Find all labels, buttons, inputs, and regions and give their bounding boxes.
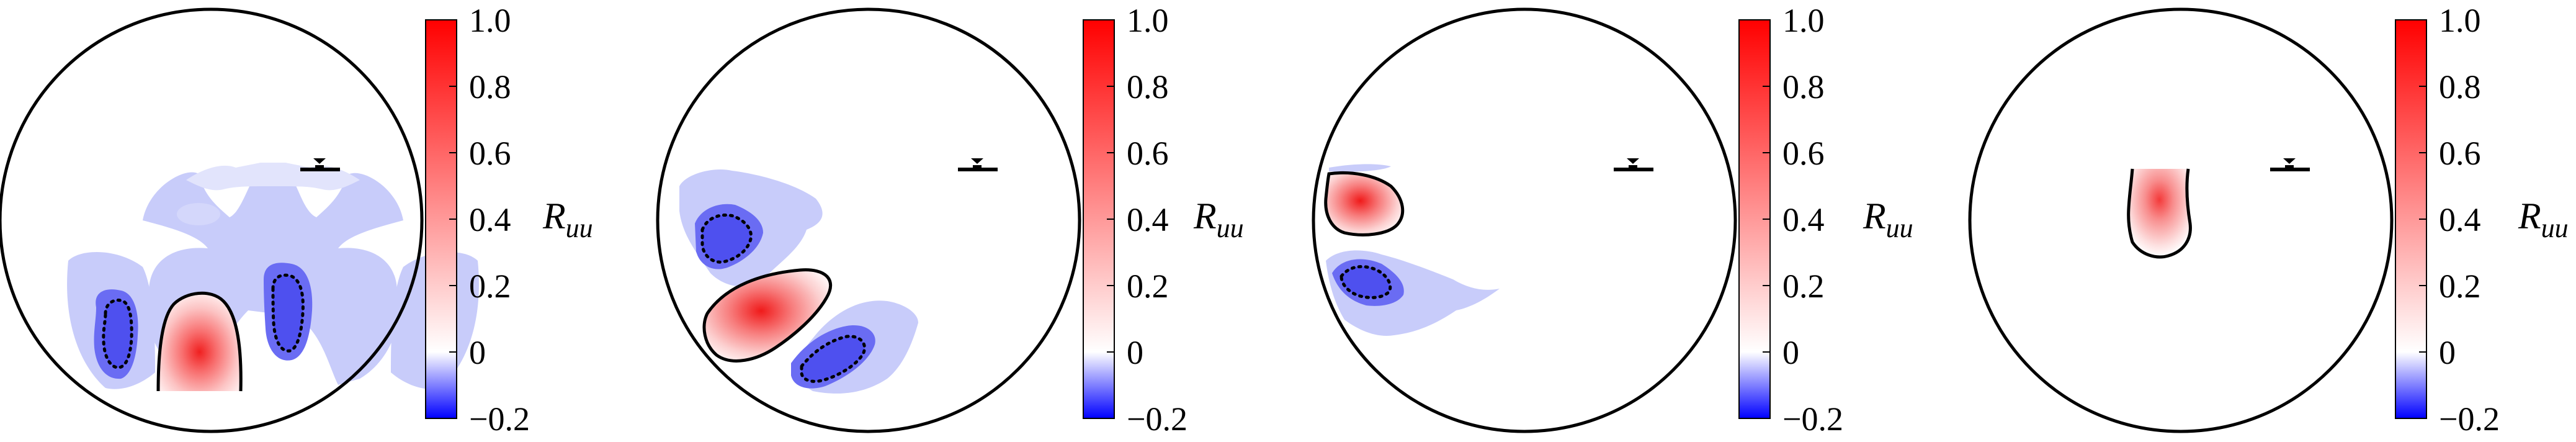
colorbar-tick-label: 0.8	[2439, 68, 2481, 106]
colorbar-tick-label: −0.2	[1127, 400, 1187, 438]
negative-contour-left	[102, 299, 133, 369]
colorbar-tick-label: 0.8	[469, 68, 511, 106]
panel-3-field	[1324, 164, 1500, 336]
positive-region	[702, 268, 833, 363]
domain-circle	[1968, 7, 2394, 433]
colorbar-tick-label: 0.6	[2439, 135, 2481, 172]
positive-region	[156, 291, 243, 392]
panel-4-field	[2127, 168, 2192, 259]
positive-region	[1324, 171, 1405, 237]
colorbar-label-main: R	[2518, 196, 2541, 237]
domain-circle	[1312, 7, 1737, 433]
colorbar-tick-label: 0.2	[1782, 268, 1825, 305]
panel-4: 1.0 0.8 0.6 0.4 0.2 0 −0.2 Ruu	[1968, 2, 2569, 438]
free-surface-marker	[2270, 158, 2310, 171]
domain-circle	[656, 7, 1081, 433]
colorbar-tick-label: 0.6	[1127, 135, 1169, 172]
colorbar-label-sub: uu	[1217, 213, 1244, 243]
positive-region	[2127, 168, 2192, 259]
colorbar-tick-label: 0.2	[2439, 268, 2481, 305]
negative-contour-lower	[1339, 265, 1392, 299]
free-surface-marker	[300, 158, 340, 171]
free-surface-marker	[1614, 158, 1653, 171]
neg-small-blob	[177, 203, 220, 225]
colorbar-tick-label: 0.8	[1782, 68, 1825, 106]
colorbar-label-sub: uu	[1886, 213, 1913, 243]
panel-1-field	[67, 163, 479, 392]
colorbar-tick-label: −0.2	[2439, 400, 2500, 438]
colorbar-tick-label: 1.0	[469, 2, 511, 39]
colorbar-tick-label: 0.4	[1782, 201, 1825, 238]
colorbar-tick-label: 0.6	[1782, 135, 1825, 172]
panel-3: 1.0 0.8 0.6 0.4 0.2 0 −0.2 Ruu	[1312, 2, 1913, 438]
colorbar-tick-label: −0.2	[1782, 400, 1843, 438]
free-surface-marker	[958, 158, 998, 171]
panel-1: 1.0 0.8 0.6 0.4 0.2 0 −0.2 Ruu	[0, 2, 593, 438]
colorbar-label-main: R	[1193, 196, 1217, 237]
colorbar-tick-label: −0.2	[469, 400, 530, 438]
panel-2: 1.0 0.8 0.6 0.4 0.2 0 −0.2 Ruu	[656, 2, 1244, 438]
colorbar-label-main: R	[542, 196, 566, 237]
domain-circle	[0, 7, 424, 433]
colorbar-tick-label: 0.2	[1127, 268, 1169, 305]
negative-halo-top-sliver	[1329, 164, 1391, 172]
colorbar-label: Ruu	[2518, 196, 2569, 243]
colorbar-tick-labels: 1.0 0.8 0.6 0.4 0.2 0 −0.2	[2439, 2, 2500, 438]
colorbar-ticks	[449, 19, 457, 419]
colorbar-tick-label: 0.8	[1127, 68, 1169, 106]
colorbar-tick-label: 0.4	[469, 201, 511, 238]
colorbar-tick-label: 1.0	[2439, 2, 2481, 39]
colorbar-ticks	[2419, 19, 2426, 419]
colorbar-tick-label: 0.4	[1127, 201, 1169, 238]
colorbar-label-main: R	[1863, 196, 1886, 237]
colorbar-tick-label: 0	[2439, 334, 2456, 371]
colorbar-tick-labels: 1.0 0.8 0.6 0.4 0.2 0 −0.2	[1782, 2, 1843, 438]
colorbar-tick-labels: 1.0 0.8 0.6 0.4 0.2 0 −0.2	[469, 2, 530, 438]
colorbar-tick-label: 0.2	[469, 268, 511, 305]
colorbar-tick-label: 0.4	[2439, 201, 2481, 238]
colorbar-ticks	[1763, 19, 1770, 419]
colorbar-tick-labels: 1.0 0.8 0.6 0.4 0.2 0 −0.2	[1127, 2, 1187, 438]
colorbar-label: Ruu	[542, 196, 593, 243]
colorbar-label: Ruu	[1193, 196, 1244, 243]
colorbar-label-sub: uu	[2541, 213, 2569, 243]
colorbar-label-sub: uu	[566, 213, 593, 243]
colorbar-tick-label: 0.6	[469, 135, 511, 172]
negative-contour-upper	[700, 213, 753, 264]
colorbar-tick-label: 1.0	[1127, 2, 1169, 39]
negative-contour-lower	[800, 335, 866, 383]
colorbar-tick-label: 0	[1782, 334, 1799, 371]
colorbar-tick-label: 0	[469, 334, 486, 371]
colorbar-tick-label: 1.0	[1782, 2, 1825, 39]
colorbar-label: Ruu	[1863, 196, 1913, 243]
negative-contour-right	[271, 273, 305, 353]
colorbar-tick-label: 0	[1127, 334, 1143, 371]
top-light-patch	[186, 163, 360, 191]
colorbar-ticks	[1107, 19, 1114, 419]
panel-2-field	[679, 169, 918, 394]
